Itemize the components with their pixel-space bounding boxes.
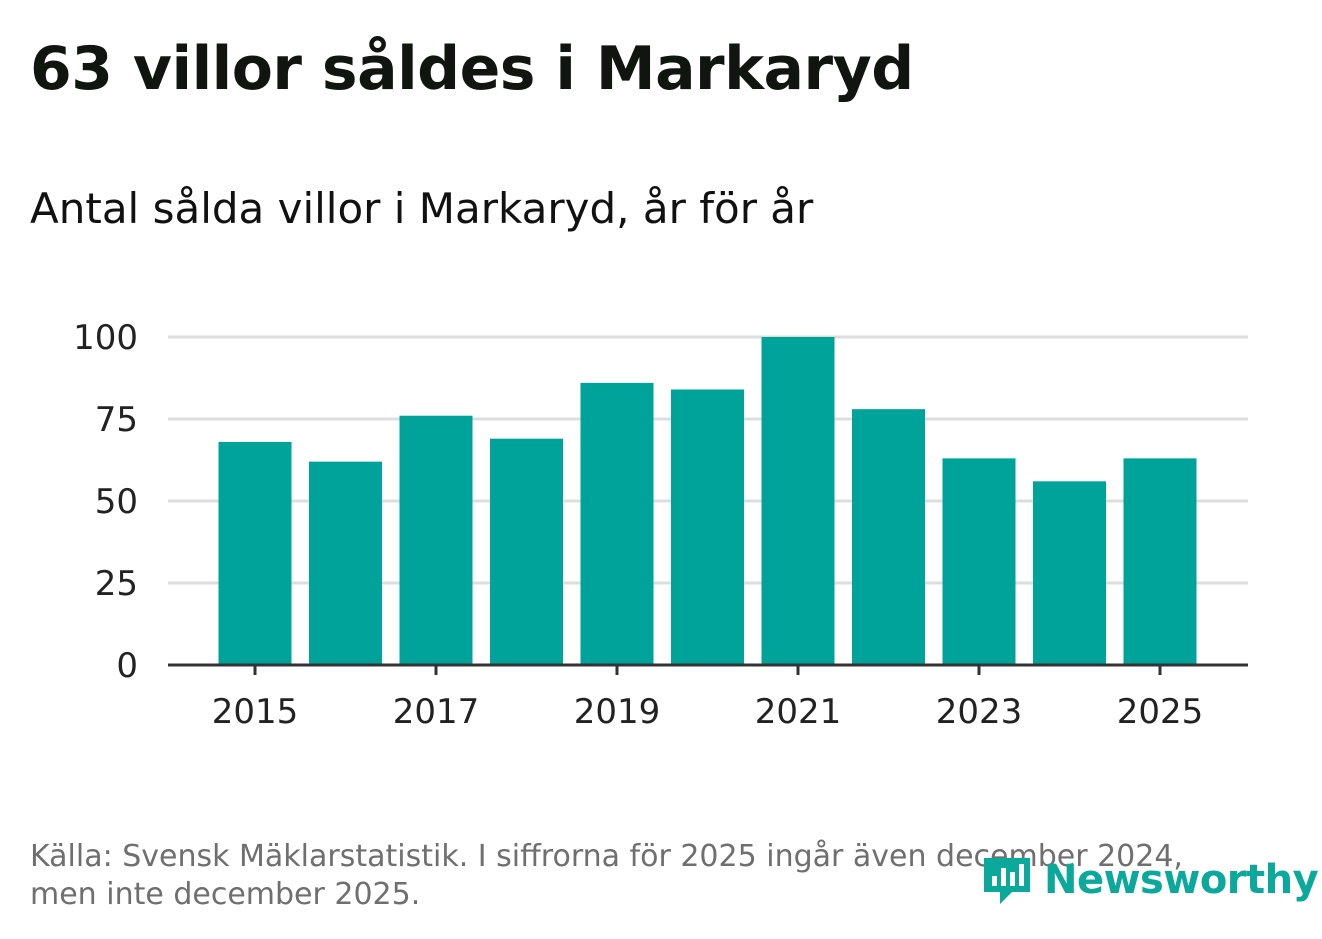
bar-2020 xyxy=(671,389,744,665)
bar-2015 xyxy=(218,441,292,665)
x-tick-label-2017: 2017 xyxy=(393,692,480,732)
bar-2019 xyxy=(580,382,654,665)
y-tick-label-100: 100 xyxy=(73,318,138,358)
bar-2023 xyxy=(942,458,1016,665)
bar-2022 xyxy=(852,409,925,665)
bar-2021 xyxy=(761,337,835,665)
axes: 0 25 50 75 100 2015 2017 2019 2021 2023 2025 xyxy=(73,318,1248,732)
bar-2018 xyxy=(490,438,563,665)
newsworthy-logo-icon xyxy=(984,858,1030,904)
chart-title: 63 villor såldes i Markaryd xyxy=(30,34,914,104)
x-tick-label-2015: 2015 xyxy=(212,692,299,732)
newsworthy-logo: Newsworthy xyxy=(980,852,1319,908)
bar-2025 xyxy=(1123,458,1197,665)
y-tick-label-75: 75 xyxy=(95,400,138,440)
chart-subtitle: Antal sålda villor i Markaryd, år för år xyxy=(30,184,814,233)
bar-2017 xyxy=(399,415,473,665)
y-tick-label-25: 25 xyxy=(95,564,138,604)
x-tick-label-2019: 2019 xyxy=(574,692,661,732)
bars xyxy=(218,337,1197,665)
x-tick-label-2023: 2023 xyxy=(936,692,1023,732)
y-tick-label-0: 0 xyxy=(116,646,138,686)
y-tick-label-50: 50 xyxy=(95,482,138,522)
bar-2016 xyxy=(309,461,382,665)
x-tick-label-2025: 2025 xyxy=(1117,692,1204,732)
logo-text: Newsworthy xyxy=(1044,857,1319,903)
bar-2024 xyxy=(1033,481,1106,665)
bar-chart: 0 25 50 75 100 2015 2017 2019 2021 2023 2025 xyxy=(73,318,1248,732)
x-tick-label-2021: 2021 xyxy=(755,692,842,732)
